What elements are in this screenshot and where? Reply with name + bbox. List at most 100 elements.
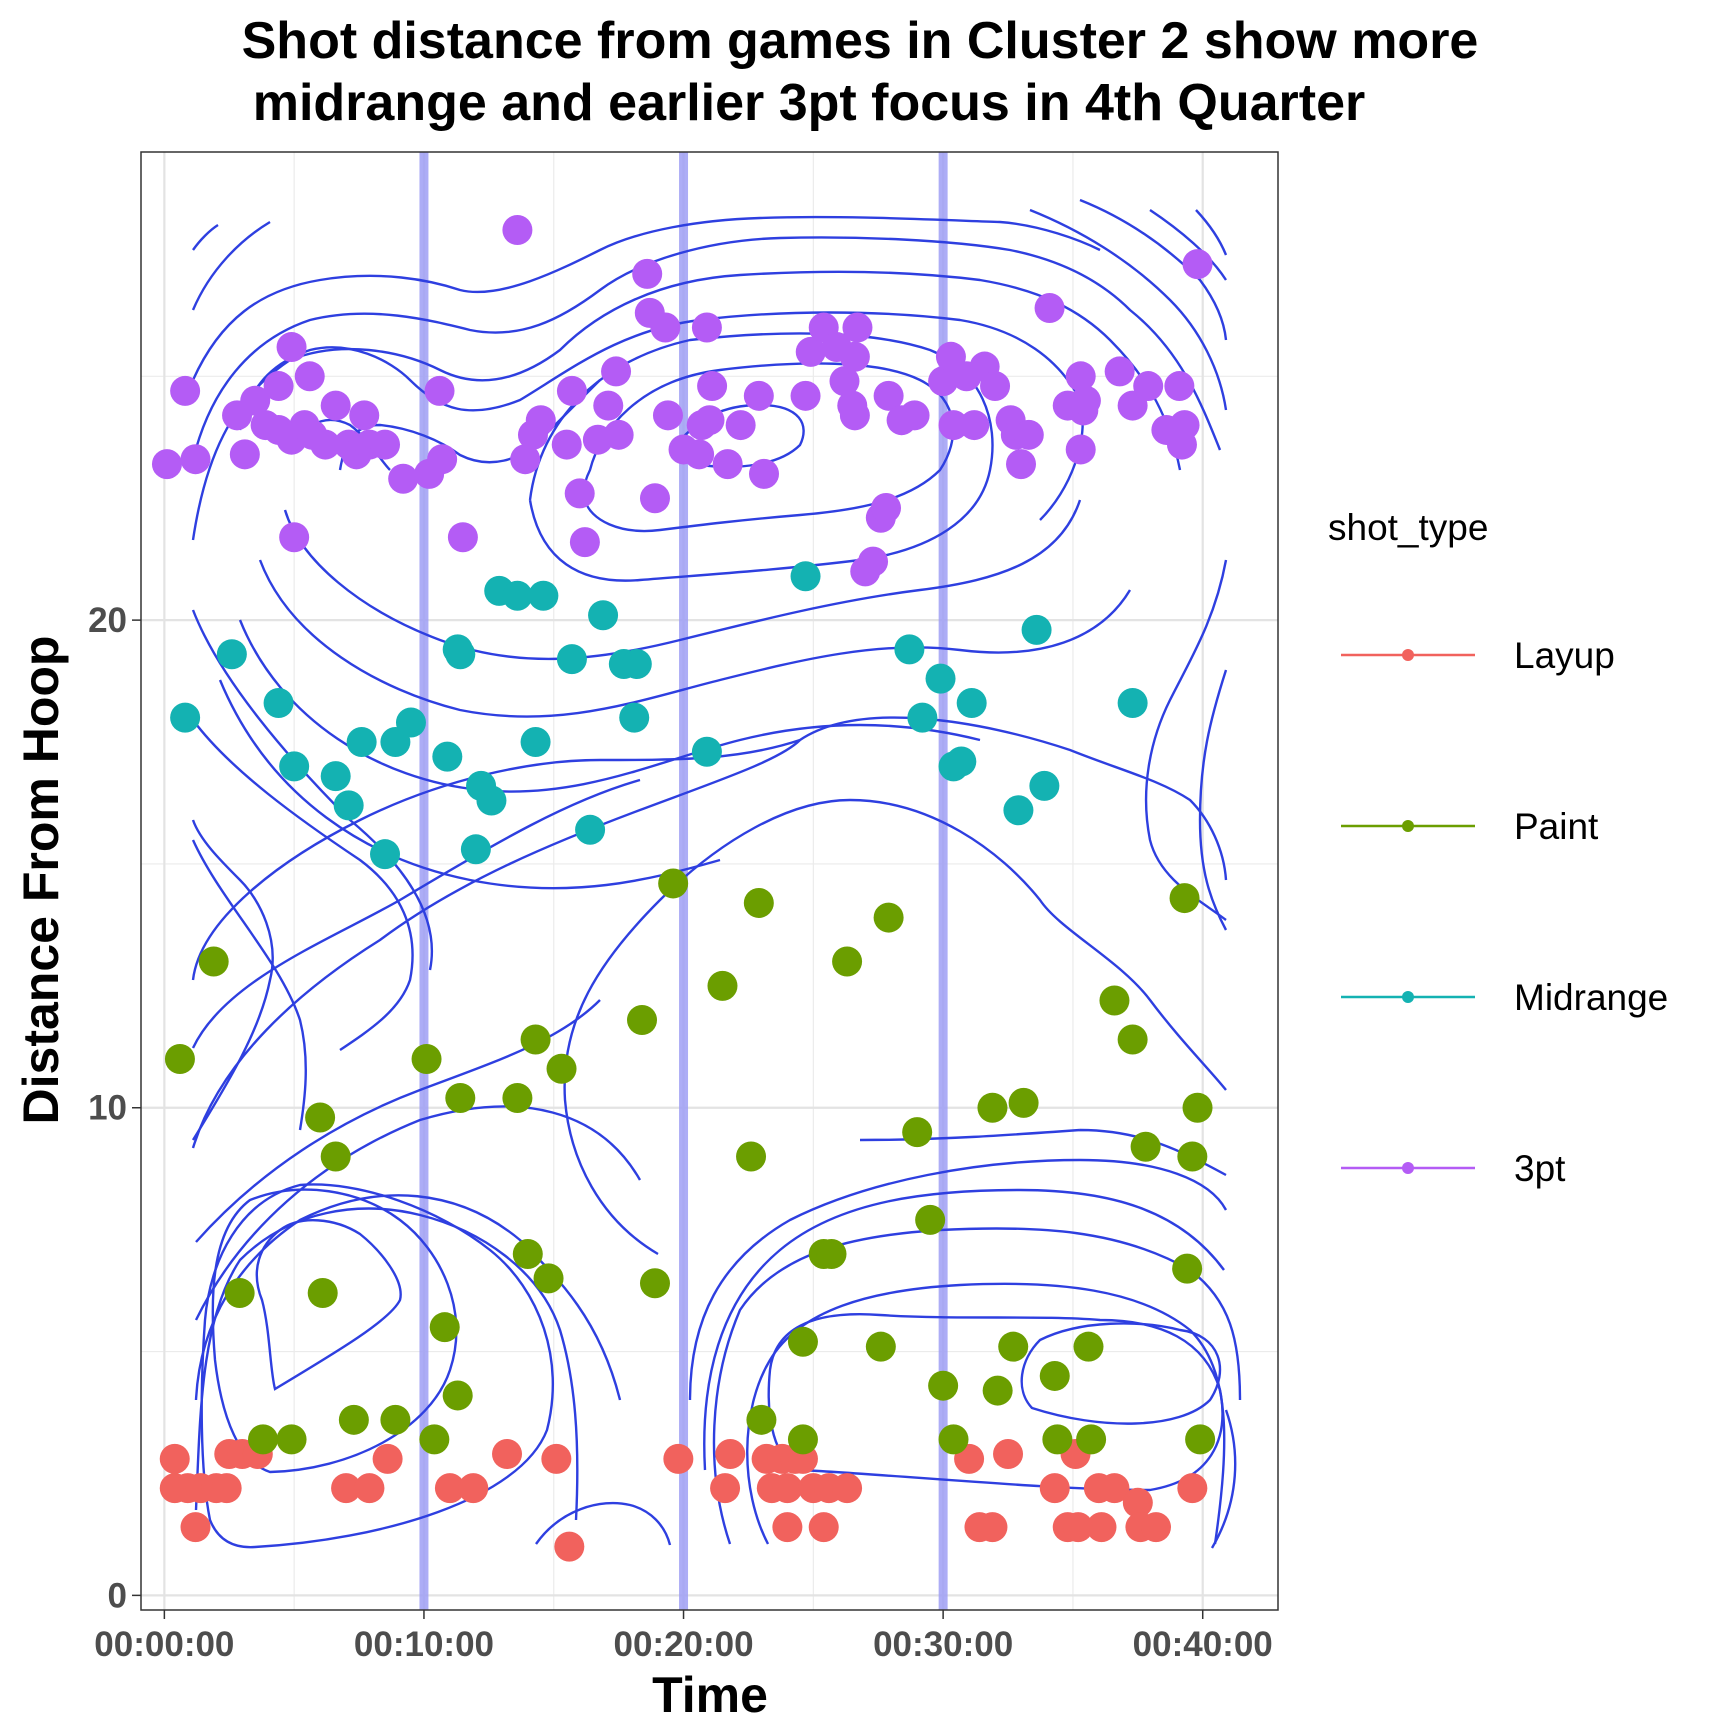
data-point-layup bbox=[159, 1443, 190, 1474]
x-axis: 00:00:00 00:10:00 00:20:00 00:30:00 00:40:00 bbox=[94, 1610, 1273, 1664]
data-point-paint bbox=[1169, 883, 1200, 914]
data-point-3pt bbox=[749, 458, 780, 489]
data-point-midrange bbox=[1117, 688, 1148, 719]
data-point-layup bbox=[331, 1473, 362, 1504]
data-point-midrange bbox=[907, 702, 938, 733]
data-point-midrange bbox=[1003, 795, 1034, 826]
data-point-paint bbox=[224, 1278, 255, 1309]
data-point-midrange bbox=[588, 600, 619, 631]
data-point-paint bbox=[445, 1082, 476, 1113]
contour-line bbox=[1144, 559, 1228, 921]
data-point-paint bbox=[1177, 1141, 1208, 1172]
data-point-3pt bbox=[310, 429, 341, 460]
contour-line bbox=[191, 716, 1228, 1149]
data-point-midrange bbox=[528, 580, 559, 611]
data-point-3pt bbox=[427, 444, 458, 475]
y-axis-title: Distance From Hoop bbox=[13, 636, 69, 1125]
data-point-midrange bbox=[216, 639, 247, 670]
data-point-paint bbox=[1130, 1131, 1161, 1162]
data-point-paint bbox=[502, 1082, 533, 1113]
data-point-paint bbox=[627, 1004, 658, 1035]
data-point-paint bbox=[1117, 1024, 1148, 1055]
data-point-paint bbox=[736, 1141, 767, 1172]
data-point-3pt bbox=[593, 390, 624, 421]
legend-label-midrange: Midrange bbox=[1514, 977, 1668, 1018]
data-point-3pt bbox=[697, 371, 728, 402]
data-point-3pt bbox=[1065, 361, 1096, 392]
data-point-3pt bbox=[639, 483, 670, 514]
data-point-paint bbox=[1042, 1424, 1073, 1455]
data-point-3pt bbox=[525, 405, 556, 436]
data-point-paint bbox=[977, 1092, 1008, 1123]
data-point-paint bbox=[546, 1053, 577, 1084]
data-point-paint bbox=[520, 1024, 551, 1055]
data-point-3pt bbox=[858, 546, 889, 577]
data-point-paint bbox=[707, 970, 738, 1001]
data-point-layup bbox=[554, 1531, 585, 1562]
plot-panel bbox=[140, 151, 1279, 1611]
contour-line bbox=[192, 719, 414, 1051]
data-point-midrange bbox=[432, 741, 463, 772]
data-point-3pt bbox=[829, 366, 860, 397]
data-point-3pt bbox=[743, 380, 774, 411]
data-point-3pt bbox=[424, 375, 455, 406]
data-point-3pt bbox=[1169, 410, 1200, 441]
data-point-midrange bbox=[556, 644, 587, 675]
data-point-paint bbox=[1073, 1331, 1104, 1362]
contour-line bbox=[191, 220, 271, 311]
data-point-3pt bbox=[349, 400, 380, 431]
legend-label-layup: Layup bbox=[1514, 635, 1615, 676]
data-point-layup bbox=[993, 1438, 1024, 1469]
y-tick-label: 20 bbox=[88, 601, 127, 640]
data-point-3pt bbox=[551, 429, 582, 460]
data-point-layup bbox=[832, 1473, 863, 1504]
legend-key-dot bbox=[1402, 820, 1414, 832]
data-point-3pt bbox=[1164, 371, 1195, 402]
data-point-3pt bbox=[1104, 356, 1135, 387]
contour-line bbox=[255, 1219, 402, 1391]
data-point-layup bbox=[1099, 1473, 1130, 1504]
data-point-paint bbox=[743, 887, 774, 918]
data-point-3pt bbox=[229, 439, 260, 470]
legend-key-dot bbox=[1402, 1162, 1414, 1174]
data-point-paint bbox=[902, 1117, 933, 1148]
data-point-paint bbox=[198, 946, 229, 977]
data-point-paint bbox=[1185, 1424, 1216, 1455]
data-point-midrange bbox=[460, 834, 491, 865]
contour-line bbox=[283, 499, 1082, 661]
contour-line bbox=[191, 236, 1222, 461]
data-point-3pt bbox=[839, 400, 870, 431]
contour-line bbox=[191, 819, 274, 1141]
x-tick-label: 00:30:00 bbox=[873, 1625, 1013, 1664]
contour-line bbox=[211, 1188, 458, 1474]
data-point-3pt bbox=[569, 527, 600, 558]
contour-line bbox=[703, 1188, 1225, 1471]
data-point-midrange bbox=[520, 727, 551, 758]
legend: shot_type Layup Paint Midrange 3pt bbox=[1328, 507, 1668, 1189]
legend-label-paint: Paint bbox=[1514, 806, 1599, 847]
data-point-midrange bbox=[170, 702, 201, 733]
data-point-3pt bbox=[1013, 419, 1044, 450]
x-axis-title: Time bbox=[652, 1667, 768, 1723]
data-point-midrange bbox=[925, 663, 956, 694]
data-point-paint bbox=[164, 1043, 195, 1074]
contour-line bbox=[191, 778, 641, 1049]
data-point-paint bbox=[411, 1043, 442, 1074]
data-point-layup bbox=[710, 1473, 741, 1504]
contour-line bbox=[528, 332, 994, 582]
data-point-layup bbox=[977, 1512, 1008, 1543]
data-point-3pt bbox=[370, 429, 401, 460]
data-point-paint bbox=[1182, 1092, 1213, 1123]
legend-title: shot_type bbox=[1328, 507, 1488, 548]
data-point-layup bbox=[372, 1443, 403, 1474]
contour-line bbox=[200, 1183, 554, 1549]
data-point-paint bbox=[832, 946, 863, 977]
contour-line bbox=[238, 619, 981, 793]
data-point-3pt bbox=[980, 371, 1011, 402]
data-point-3pt bbox=[684, 439, 715, 470]
data-point-midrange bbox=[621, 649, 652, 680]
data-point-midrange bbox=[894, 634, 925, 665]
legend-key-dot bbox=[1402, 649, 1414, 661]
contour-line bbox=[1198, 669, 1228, 931]
